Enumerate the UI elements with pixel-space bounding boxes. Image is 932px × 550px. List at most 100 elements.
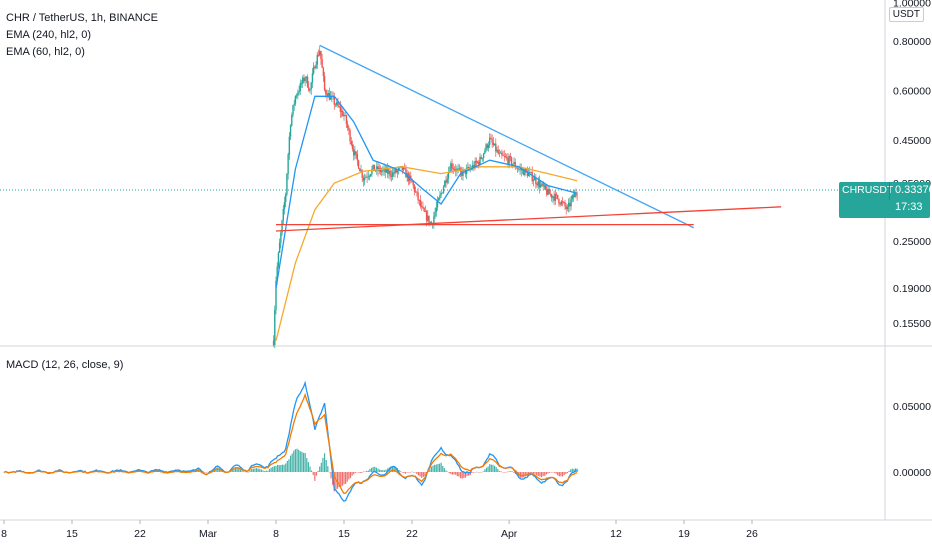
histogram-bar [565,472,567,474]
histogram-bar [557,472,559,476]
candle-body [532,180,535,182]
candle-body [334,104,337,106]
candle-body [451,163,453,169]
candle-body [308,87,310,91]
legend-symbol[interactable]: CHR / TetherUS, 1h, BINANCE [6,12,159,24]
candle-body [508,156,510,164]
currency-unit-badge[interactable]: USDT [888,7,924,22]
histogram-bar [366,471,368,472]
histogram-bar [422,472,424,477]
candle-body [507,157,509,164]
candle-body [552,196,554,198]
legend-macd[interactable]: MACD (12, 26, close, 9) [6,359,124,371]
histogram-bar [440,462,442,472]
candle-body [446,178,448,183]
candle-body [363,177,366,181]
histogram-bar [128,471,130,473]
histogram-bar [502,472,504,473]
candle-body [349,130,351,142]
histogram-bar [387,468,389,472]
histogram-bar [166,471,169,472]
candle-body [529,171,531,173]
candle-body [354,151,356,156]
candle-body [380,171,383,173]
candle-body [286,173,288,195]
histogram-bar [432,465,434,472]
histogram-bar [353,472,355,475]
histogram-bar [294,449,297,472]
candle-body [542,183,544,187]
candle-body [510,157,513,165]
histogram-bar [299,451,301,472]
candle-body [310,82,312,90]
histogram-bar [372,466,374,472]
histogram-bar [487,466,489,472]
candle-body [444,180,446,187]
histogram-bar [361,472,363,473]
histogram-bar [558,472,560,477]
trendlines[interactable] [275,44,782,232]
histogram-bar [325,459,327,472]
histogram-bar [260,469,263,472]
candle-body [412,182,414,186]
histogram-bar [459,472,462,479]
histogram-bar [534,472,536,474]
candle-body [278,242,281,253]
candle-body [479,156,481,165]
legend-ema-60[interactable]: EMA (60, hl2, 0) [6,46,85,58]
candle-body [389,170,391,176]
time-tick-label: 15 [66,528,78,540]
candle-body [453,168,456,170]
candle-body [533,177,536,181]
histogram-bar [493,466,496,472]
candle-body [405,168,407,178]
legend-ema-240[interactable]: EMA (240, hl2, 0) [6,29,91,41]
candle-body [485,144,487,151]
candle-body [546,189,548,195]
candle-body [476,161,479,163]
time-axis[interactable]: 8 15 22 Mar 8 15 22 Apr 12 19 26 [1,520,758,540]
candle-body [340,110,343,112]
histogram-bar [343,472,345,485]
candle-body [496,149,498,152]
candle-body [434,212,436,217]
price-axis[interactable]: 1.000000.800000.600000.450000.350000.250… [893,0,931,330]
histogram-bar [484,469,486,472]
histogram-bar [461,472,463,479]
trendline-descending [319,44,694,229]
histogram-bar [437,464,439,472]
histogram-bar [234,467,237,472]
candle-body [557,194,559,199]
candle-body [414,191,417,193]
histogram-bar [336,472,339,489]
histogram-bar [291,453,293,472]
candle-body [487,144,490,149]
candle-body [499,152,502,154]
histogram-bar [348,472,350,480]
histogram-bar [571,468,573,472]
histogram-bar [380,470,382,472]
time-tick-label: 15 [338,528,350,540]
candle-body [526,171,529,177]
candle-body [484,150,486,154]
candle-body [457,168,459,170]
histogram-bar [288,459,290,472]
candle-body [367,176,369,178]
candle-body [427,215,429,221]
histogram-bar [448,472,450,474]
candle-body [547,189,549,195]
macd-axis[interactable]: 0.05000 0.00000 [893,401,931,479]
candle-body [373,164,376,171]
candle-body [377,166,379,171]
candle-body [492,142,495,146]
histogram-bar [450,472,452,475]
time-tick-label: 19 [678,528,690,540]
signal-line [3,392,578,495]
histogram-bar [277,464,279,472]
candle-body [370,174,372,176]
candle-body [294,96,297,104]
histogram-bar [272,466,274,472]
candle-body [355,151,357,155]
histogram-bar [349,472,352,479]
